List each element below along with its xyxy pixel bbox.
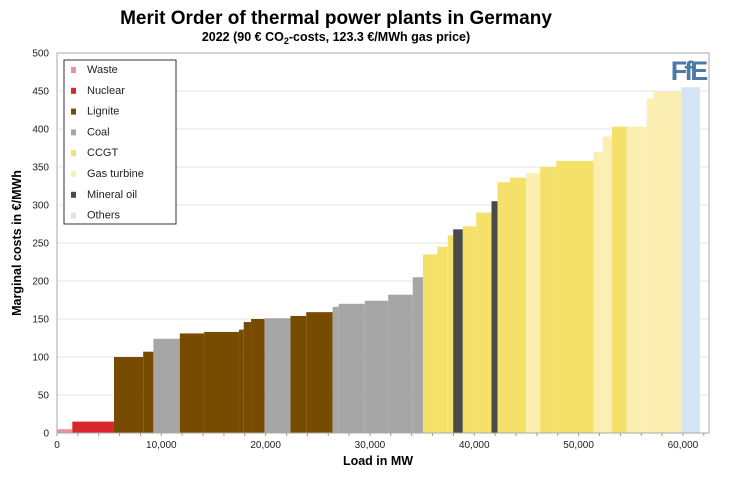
legend-label: Waste: [87, 64, 118, 76]
step-coal: [153, 338, 180, 433]
step-ccgt: [447, 235, 454, 433]
y-tick-label: 250: [32, 239, 49, 250]
step-lignite: [251, 319, 265, 433]
step-gas-turbine: [602, 136, 612, 433]
step-others: [681, 87, 700, 433]
y-tick-label: 300: [32, 201, 49, 212]
legend-swatch: [71, 108, 76, 115]
step-ccgt: [540, 167, 557, 433]
x-tick-label: 20,000: [250, 440, 281, 451]
svg-text:FfE: FfE: [671, 56, 707, 86]
step-ccgt: [462, 226, 477, 433]
legend-label: Lignite: [87, 106, 119, 118]
step-gas-turbine: [526, 173, 541, 433]
legend-box: [63, 59, 177, 225]
step-mineral-oil: [453, 229, 463, 433]
legend-label: CCGT: [87, 147, 118, 159]
step-lignite: [113, 357, 144, 433]
step-gas-turbine: [653, 91, 682, 433]
y-axis-ticks: 0 50 100 150 200 250 300 350 400 450 500: [32, 49, 49, 440]
y-tick-label: 450: [32, 87, 49, 98]
x-tick-label: 0: [54, 440, 60, 451]
legend-swatch: [71, 129, 76, 136]
step-mineral-oil: [491, 201, 498, 433]
legend-label: Mineral oil: [87, 189, 137, 201]
legend-swatch: [71, 212, 76, 219]
step-coal: [338, 303, 365, 433]
y-tick-label: 100: [32, 353, 49, 364]
step-coal: [264, 318, 291, 433]
step-ccgt: [437, 246, 448, 433]
step-nuclear: [72, 421, 114, 433]
y-tick-label: 350: [32, 163, 49, 174]
step-lignite: [179, 333, 205, 433]
step-lignite: [239, 329, 244, 433]
step-gas-turbine: [626, 126, 647, 433]
step-ccgt: [422, 254, 438, 433]
legend-label: Gas turbine: [87, 168, 144, 180]
step-gas-turbine: [646, 98, 654, 433]
legend-swatch: [71, 87, 76, 94]
legend-swatch: [71, 171, 76, 177]
chart-title: Merit Order of thermal power plants in G…: [120, 8, 552, 29]
step-coal: [388, 294, 413, 433]
legend-swatch: [71, 67, 76, 73]
y-axis-label: Marginal costs in €/MWh: [10, 170, 24, 316]
legend-swatch: [71, 191, 76, 198]
legend: Waste Nuclear Lignite Coal CCGT Gas turbine Mi…: [63, 59, 177, 225]
ffe-logo: FfE: [671, 56, 710, 86]
y-tick-label: 150: [32, 315, 49, 326]
x-tick-label: 40,000: [459, 440, 490, 451]
step-lignite: [290, 315, 307, 433]
step-ccgt: [497, 182, 511, 433]
step-lignite: [143, 351, 154, 433]
x-axis-ticks: 0 10,000 20,000 30,000 40,000 50,000 60,000: [54, 433, 705, 451]
legend-swatch: [71, 150, 76, 157]
step-lignite: [306, 312, 333, 433]
x-tick-label: 10,000: [146, 440, 177, 451]
legend-label: Others: [87, 210, 121, 222]
step-ccgt: [510, 177, 527, 433]
y-tick-label: 200: [32, 277, 49, 288]
merit-order-steps: [57, 87, 700, 434]
step-coal: [412, 277, 423, 433]
x-tick-label: 30,000: [355, 440, 386, 451]
legend-label: Nuclear: [87, 85, 125, 97]
x-tick-label: 60,000: [668, 440, 699, 451]
x-tick-label: 50,000: [563, 440, 594, 451]
x-axis-label: Load in MW: [343, 454, 413, 468]
step-ccgt: [556, 160, 594, 434]
y-tick-label: 50: [38, 391, 50, 402]
step-ccgt: [611, 126, 627, 433]
chart-subtitle: 2022 (90 € CO2-costs, 123.3 €/MWh gas pr…: [202, 30, 470, 46]
step-coal: [364, 300, 389, 433]
plot-frame: [56, 52, 710, 434]
step-gas-turbine: [593, 151, 603, 434]
step-coal: [332, 306, 339, 433]
step-waste: [57, 429, 73, 433]
step-lignite: [243, 322, 252, 433]
y-tick-label: 500: [32, 49, 49, 60]
step-lignite: [204, 331, 240, 433]
legend-label: Coal: [87, 126, 110, 138]
y-tick-label: 400: [32, 125, 49, 136]
y-tick-label: 0: [43, 429, 49, 440]
step-ccgt: [476, 212, 492, 433]
